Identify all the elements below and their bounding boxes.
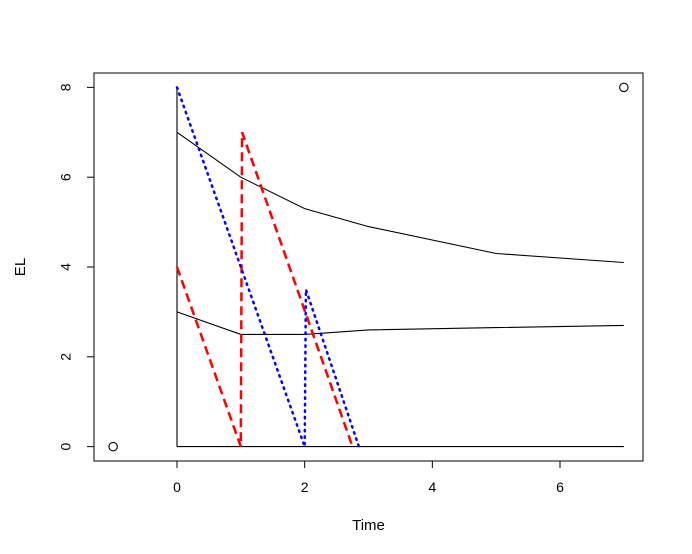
series-2-solid-line (176, 131, 624, 264)
y-tick-label: 6 (58, 173, 74, 181)
marker-layer (108, 82, 629, 452)
series-4-dashed-line (175, 131, 354, 448)
x-tick-label: 4 (428, 479, 436, 495)
y-tick-label: 4 (58, 263, 74, 271)
y-tick-label: 0 (58, 443, 74, 451)
series-3-solid-line (176, 311, 624, 335)
y-tick-label: 2 (58, 353, 74, 361)
x-axis-label: Time (352, 517, 385, 534)
y-axis: 0 2 4 6 8 (58, 83, 95, 451)
x-tick-label: 6 (556, 479, 564, 495)
y-tick-label: 8 (58, 83, 74, 91)
marker-point-1 (619, 82, 629, 93)
x-tick-label: 2 (301, 479, 309, 495)
y-axis-label: EL (12, 258, 29, 276)
series-5-dotted-line (175, 86, 361, 448)
plot-frame (93, 72, 644, 462)
x-axis: 0 2 4 6 (173, 460, 564, 495)
x-tick-label: 0 (173, 479, 181, 495)
series-layer (175, 86, 624, 448)
marker-point-0 (108, 441, 118, 452)
